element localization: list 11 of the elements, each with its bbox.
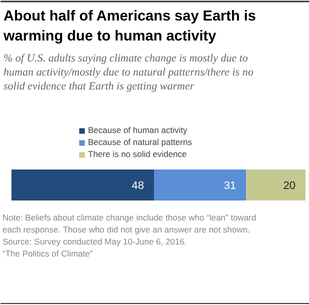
legend-label: Because of natural patterns <box>88 136 192 148</box>
chart-title: About half of Americans say Earth is warming due to human activity <box>2 8 256 44</box>
legend-label: Because of human activity <box>88 124 188 136</box>
text: “The Politics of Climate” <box>2 248 93 258</box>
chart-subtitle: % of U.S. adults saying climate change is mostly due to human activity/mostly due to natural patterns/there is no solid evidence that Earth is getting warmer <box>4 52 254 92</box>
data-label: 31 <box>224 180 236 192</box>
legend-label: There is no solid evidence <box>88 148 187 160</box>
data-label: 20 <box>283 180 296 192</box>
source-note: Source: Survey conducted May 10-June 6, 2016. <box>2 236 187 246</box>
text: Note: Beliefs about climate change include those who “lean” toward each response. Those who did not give an answer are not shown. <box>2 212 257 234</box>
data-label: 48 <box>132 180 144 192</box>
